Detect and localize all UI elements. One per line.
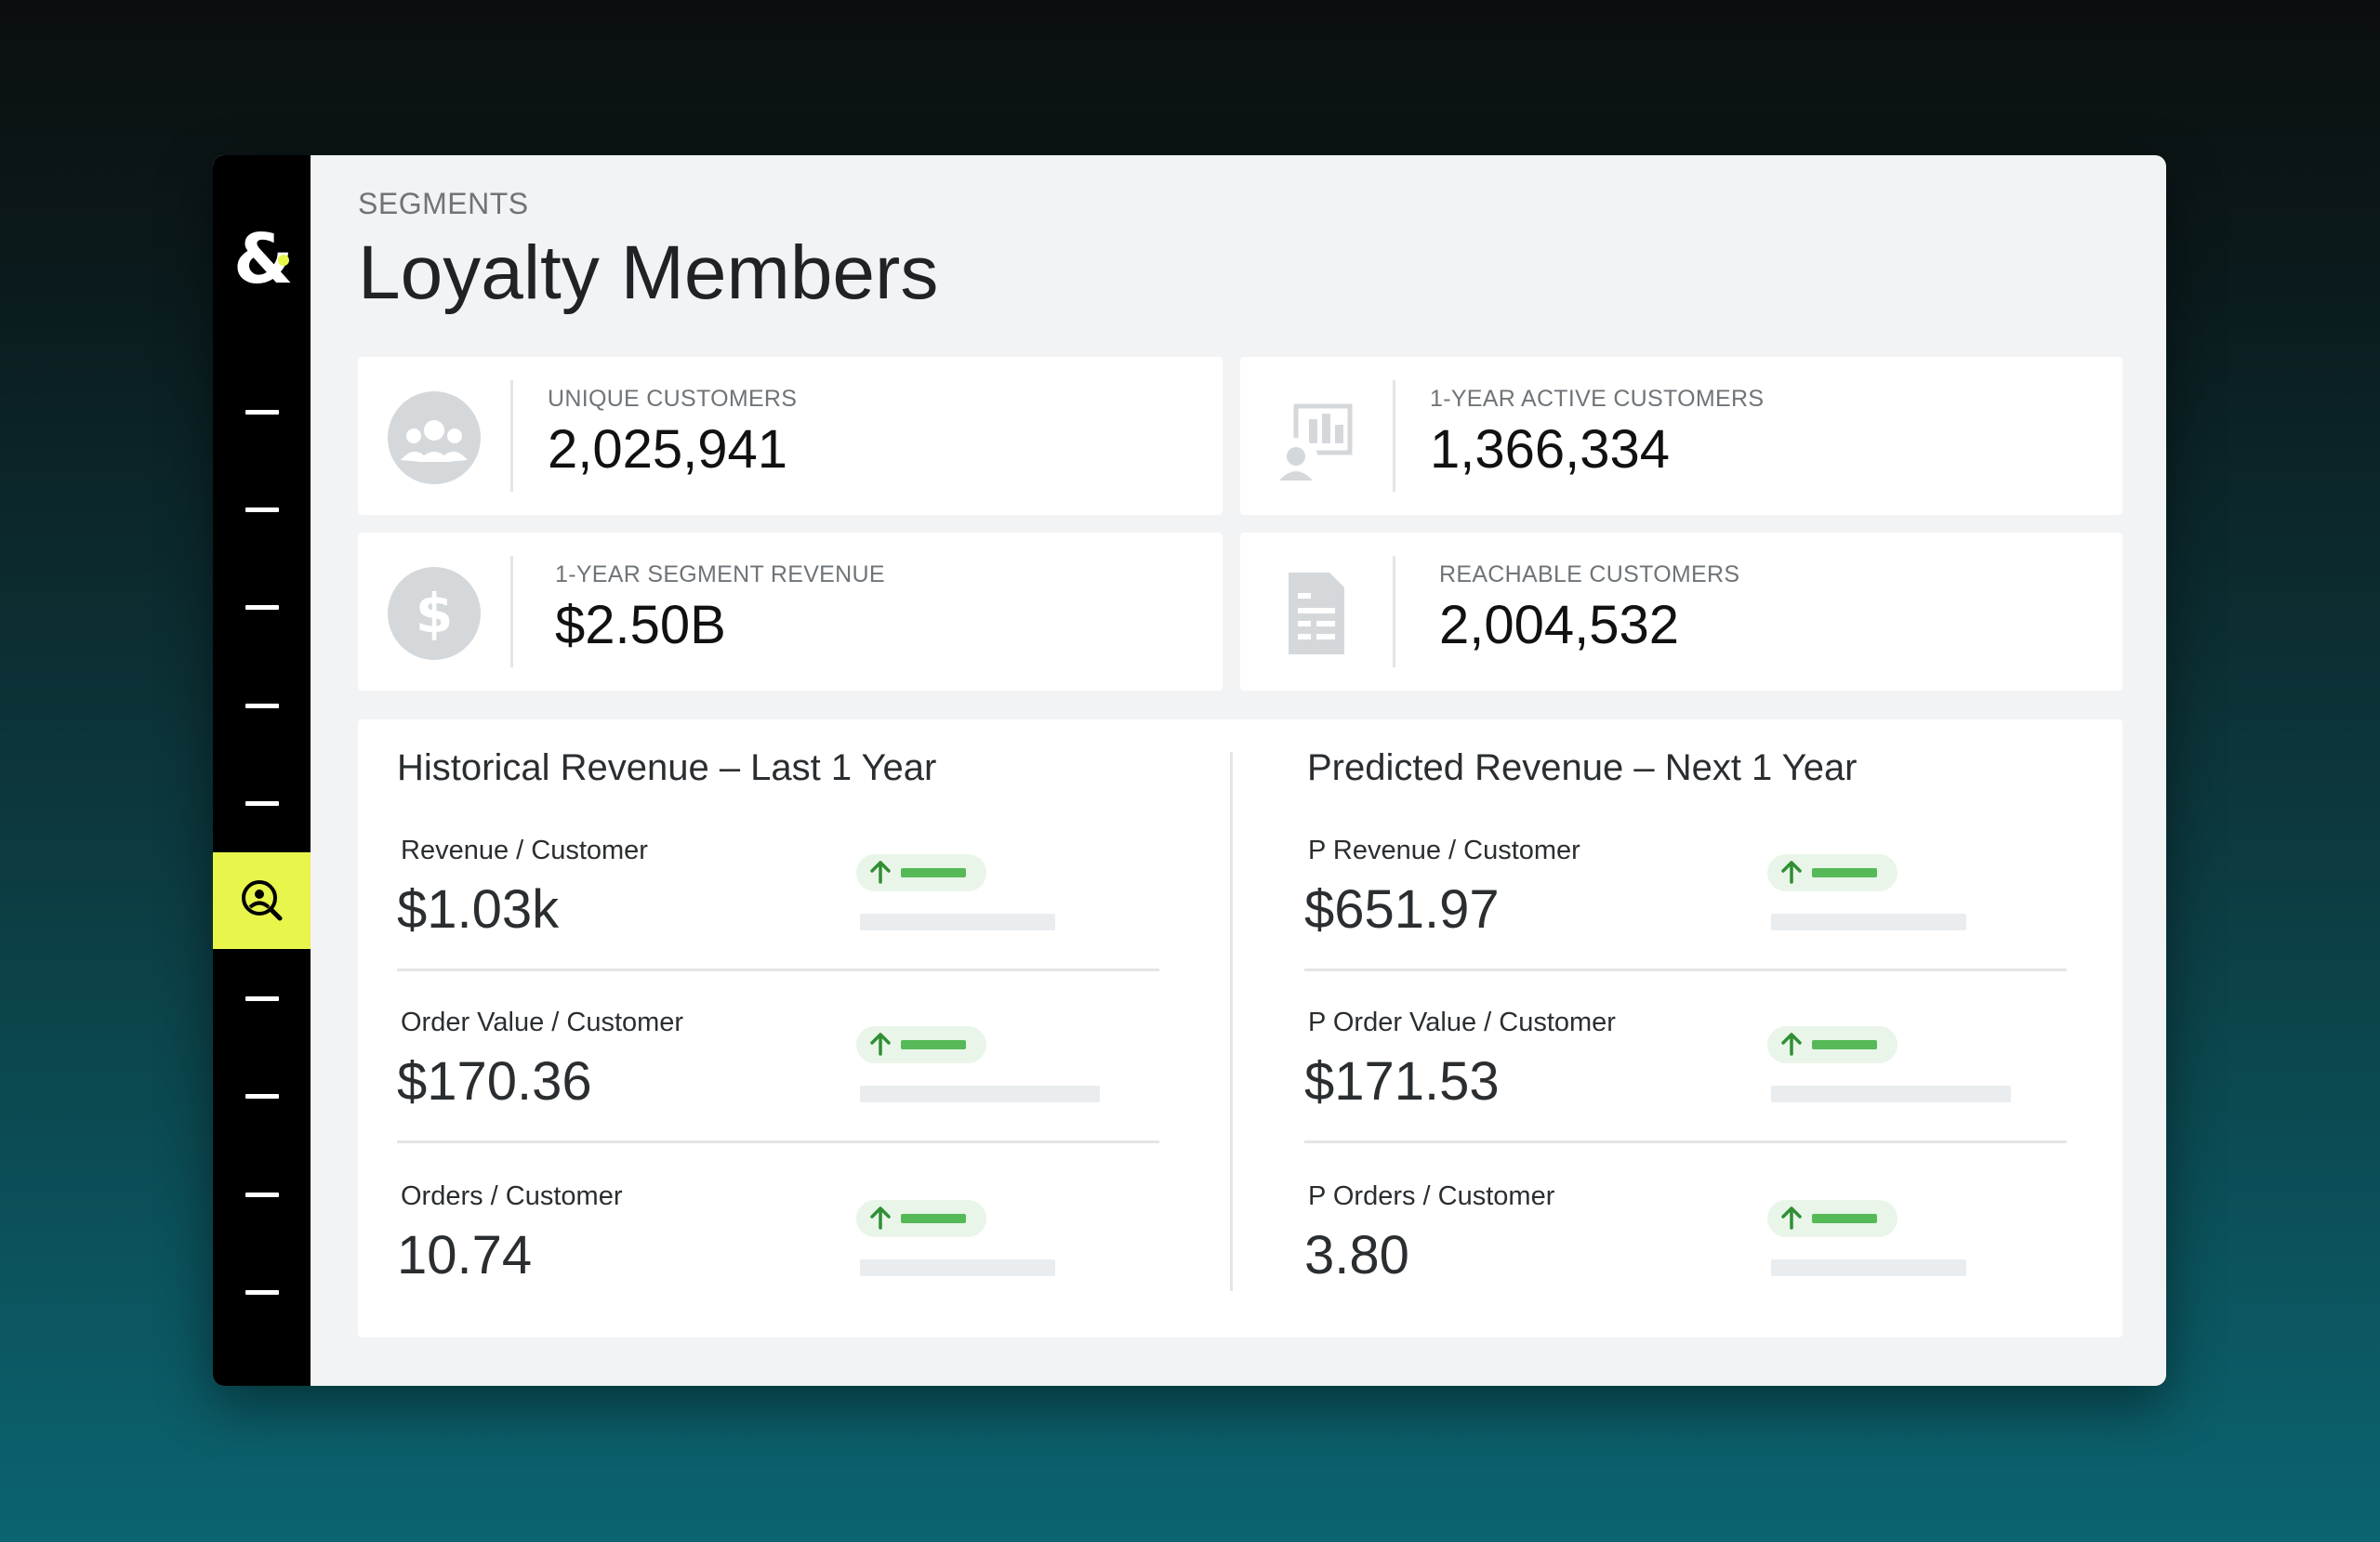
menu-dash-icon <box>245 604 279 610</box>
breadcrumb: SEGMENTS <box>358 187 529 220</box>
search-person-icon <box>241 880 282 921</box>
page-title: Loyalty Members <box>358 231 939 315</box>
metric-value: $651.97 <box>1304 879 1500 940</box>
trend-bar <box>1812 868 1877 877</box>
metric-value: $1.03k <box>397 879 560 940</box>
nav-item-3[interactable] <box>213 559 311 655</box>
metric-orders-per-customer: Orders / Customer 10.74 <box>397 1181 1159 1353</box>
trend-badge <box>1767 1200 1897 1237</box>
menu-dash-icon <box>245 800 279 806</box>
menu-dash-icon <box>245 409 279 415</box>
up-arrow-icon <box>870 1206 891 1230</box>
stat-value: $2.50B <box>555 595 726 655</box>
nav-item-segments[interactable] <box>213 852 311 949</box>
svg-text:$: $ <box>416 582 453 645</box>
menu-dash-icon <box>245 1289 279 1295</box>
metric-label: Revenue / Customer <box>401 836 648 865</box>
metric-track <box>1771 1086 2011 1102</box>
up-arrow-icon <box>1781 1206 1802 1230</box>
people-group-icon <box>386 389 483 486</box>
up-arrow-icon <box>870 1033 891 1056</box>
stat-card-segment-revenue: $ 1-YEAR SEGMENT REVENUE $2.50B <box>358 533 1223 691</box>
stat-label: REACHABLE CUSTOMERS <box>1439 561 1740 587</box>
metric-track <box>1771 914 1966 930</box>
trend-badge <box>856 1200 986 1237</box>
trend-bar <box>1812 1040 1877 1049</box>
document-list-icon <box>1268 565 1365 662</box>
up-arrow-icon <box>1781 1033 1802 1056</box>
metric-value: 3.80 <box>1304 1225 1409 1285</box>
trend-bar <box>901 1040 966 1049</box>
trend-badge <box>1767 854 1897 891</box>
metric-track <box>860 914 1055 930</box>
nav-item-8[interactable] <box>213 1048 311 1144</box>
trend-bar <box>1812 1214 1877 1223</box>
metric-track <box>860 1259 1055 1276</box>
predicted-section-title: Predicted Revenue – Next 1 Year <box>1307 747 1858 788</box>
card-divider <box>1393 556 1395 667</box>
menu-dash-icon <box>245 1192 279 1197</box>
up-arrow-icon <box>870 861 891 884</box>
card-divider <box>1393 380 1395 492</box>
nav-item-9[interactable] <box>213 1146 311 1243</box>
nav-item-4[interactable] <box>213 657 311 754</box>
metric-track <box>1771 1259 1966 1276</box>
card-divider <box>510 380 513 492</box>
menu-dash-icon <box>245 1093 279 1099</box>
trend-badge <box>856 1026 986 1063</box>
stat-label: UNIQUE CUSTOMERS <box>548 386 798 412</box>
metric-track <box>860 1086 1100 1102</box>
row-divider <box>397 1140 1159 1143</box>
trend-badge <box>1767 1026 1897 1063</box>
metric-p-revenue-per-customer: P Revenue / Customer $651.97 <box>1304 836 2067 1008</box>
historical-section-title: Historical Revenue – Last 1 Year <box>397 747 937 788</box>
app-window: & SEGMENTS Loyalty Members <box>213 155 2166 1386</box>
metric-label: P Orders / Customer <box>1308 1181 1555 1211</box>
customer-chart-icon <box>1268 389 1365 486</box>
trend-bar <box>901 1214 966 1223</box>
trend-bar <box>901 868 966 877</box>
stat-value: 2,004,532 <box>1439 595 1680 655</box>
menu-dash-icon <box>245 995 279 1001</box>
up-arrow-icon <box>1781 861 1802 884</box>
menu-dash-icon <box>245 703 279 708</box>
metric-label: Orders / Customer <box>401 1181 623 1211</box>
metric-label: P Revenue / Customer <box>1308 836 1580 865</box>
metric-p-order-value-per-customer: P Order Value / Customer $171.53 <box>1304 1008 2067 1180</box>
stat-card-unique-customers: UNIQUE CUSTOMERS 2,025,941 <box>358 357 1223 515</box>
metric-value: $171.53 <box>1304 1051 1500 1112</box>
stat-card-active-customers: 1-YEAR ACTIVE CUSTOMERS 1,366,334 <box>1240 357 2122 515</box>
nav-item-2[interactable] <box>213 461 311 558</box>
nav-item-5[interactable] <box>213 755 311 851</box>
stat-label: 1-YEAR SEGMENT REVENUE <box>555 561 885 587</box>
metric-p-orders-per-customer: P Orders / Customer 3.80 <box>1304 1181 2067 1353</box>
trend-badge <box>856 854 986 891</box>
metric-revenue-per-customer: Revenue / Customer $1.03k <box>397 836 1159 1008</box>
stat-card-reachable-customers: REACHABLE CUSTOMERS 2,004,532 <box>1240 533 2122 691</box>
card-divider <box>510 556 513 667</box>
row-divider <box>1304 1140 2067 1143</box>
stat-value: 1,366,334 <box>1430 419 1671 480</box>
row-divider <box>1304 969 2067 971</box>
stat-label: 1-YEAR ACTIVE CUSTOMERS <box>1430 386 1765 412</box>
stat-value: 2,025,941 <box>548 419 788 480</box>
metric-value: 10.74 <box>397 1225 533 1285</box>
nav-item-10[interactable] <box>213 1244 311 1340</box>
metric-value: $170.36 <box>397 1051 592 1112</box>
column-divider <box>1230 752 1233 1291</box>
metric-label: Order Value / Customer <box>401 1008 684 1037</box>
logo-dot <box>278 255 289 266</box>
nav-item-1[interactable] <box>213 363 311 460</box>
nav-item-7[interactable] <box>213 950 311 1047</box>
row-divider <box>397 969 1159 971</box>
metric-order-value-per-customer: Order Value / Customer $170.36 <box>397 1008 1159 1180</box>
sidebar: & <box>213 155 311 1386</box>
metric-label: P Order Value / Customer <box>1308 1008 1616 1037</box>
menu-dash-icon <box>245 507 279 512</box>
revenue-panel: Historical Revenue – Last 1 Year Predict… <box>358 719 2122 1338</box>
main-content: SEGMENTS Loyalty Members UNIQUE CUSTOMER… <box>311 155 2166 1386</box>
dollar-icon: $ <box>386 565 483 662</box>
